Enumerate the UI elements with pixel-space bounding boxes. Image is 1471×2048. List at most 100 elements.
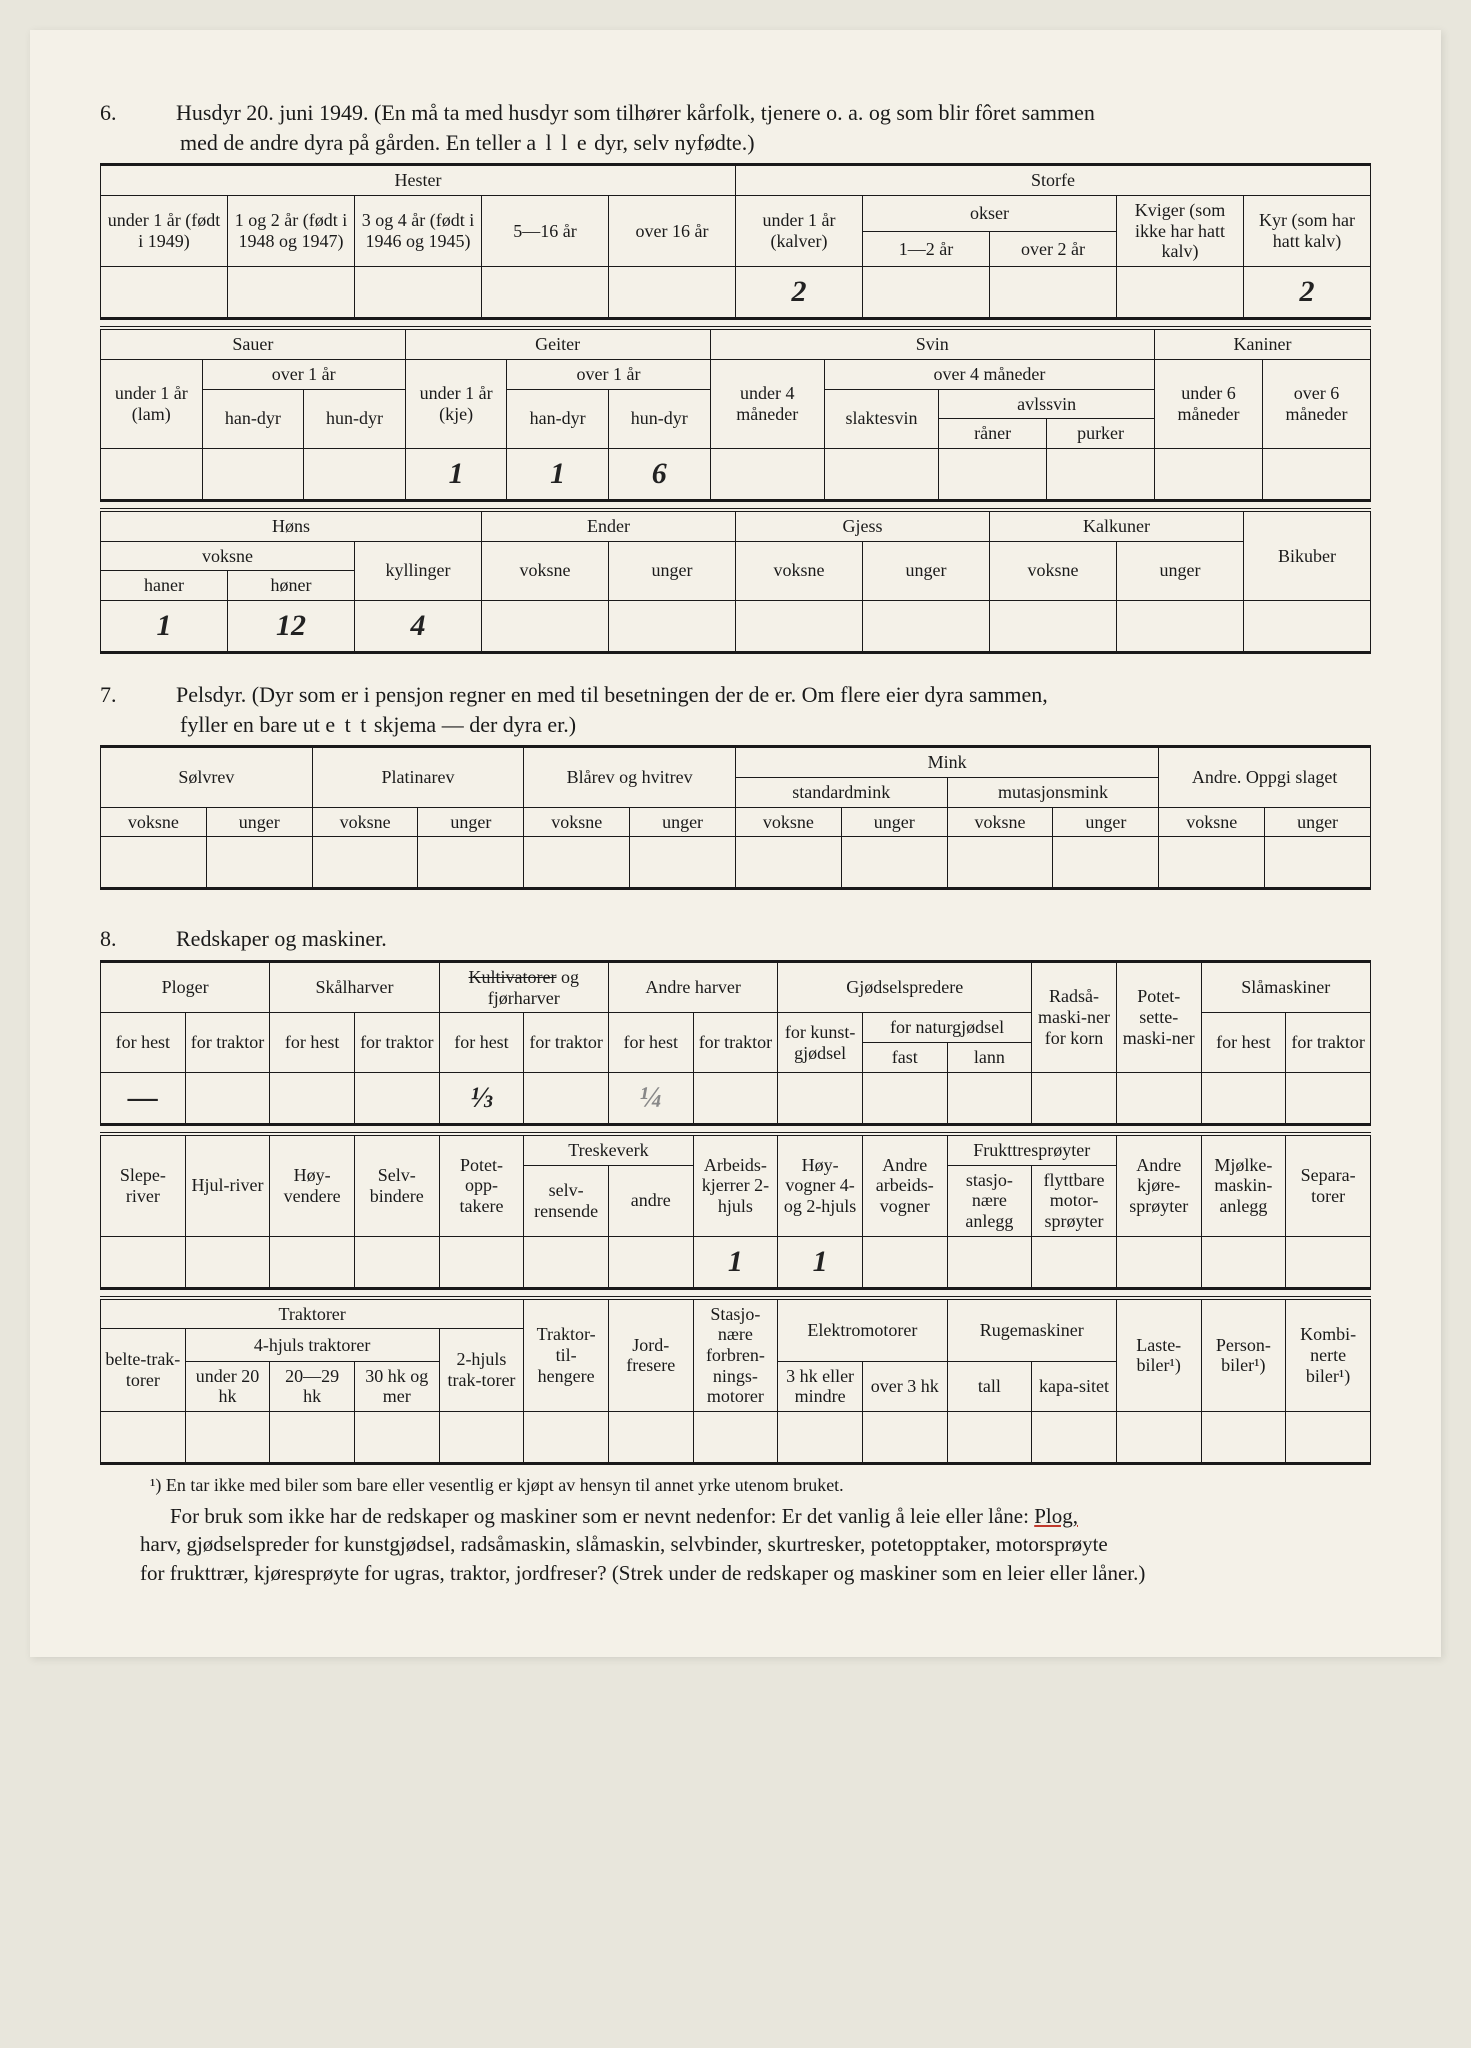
cell[interactable] — [947, 837, 1053, 889]
cell[interactable] — [101, 1236, 186, 1288]
cell[interactable] — [524, 837, 630, 889]
cell[interactable] — [101, 1412, 186, 1464]
cell-harv[interactable]: ¼ — [608, 1072, 693, 1124]
cell[interactable] — [608, 1236, 693, 1288]
cell-honer[interactable]: 12 — [228, 600, 355, 652]
cell[interactable] — [1201, 1072, 1286, 1124]
cell-kyr[interactable]: 2 — [1244, 267, 1371, 319]
cell[interactable] — [778, 1412, 863, 1464]
cell[interactable] — [185, 1072, 270, 1124]
cell[interactable] — [1286, 1072, 1371, 1124]
cell[interactable] — [630, 837, 736, 889]
cell[interactable] — [270, 1236, 355, 1288]
cell[interactable] — [608, 1412, 693, 1464]
cell[interactable] — [863, 600, 990, 652]
cell[interactable] — [990, 600, 1117, 652]
cell[interactable] — [1286, 1412, 1371, 1464]
col-fortraktor: for traktor — [185, 1013, 270, 1072]
cell[interactable] — [202, 448, 304, 500]
col-kalk-voksne: voksne — [990, 541, 1117, 600]
storfe-header: Storfe — [736, 165, 1371, 196]
cell[interactable] — [524, 1412, 609, 1464]
cell[interactable] — [735, 837, 841, 889]
cell[interactable] — [947, 1412, 1032, 1464]
cell-kyllinger[interactable]: 4 — [355, 600, 482, 652]
cell[interactable] — [355, 267, 482, 319]
cell[interactable] — [841, 837, 947, 889]
col-fortraktor: for traktor — [1286, 1013, 1371, 1072]
cell[interactable] — [439, 1236, 524, 1288]
cell[interactable] — [947, 1236, 1032, 1288]
cell[interactable] — [439, 1412, 524, 1464]
cell[interactable] — [185, 1236, 270, 1288]
cell[interactable] — [862, 1072, 947, 1124]
cell[interactable] — [1244, 600, 1371, 652]
cell[interactable] — [101, 837, 207, 889]
cell[interactable] — [228, 267, 355, 319]
cell[interactable] — [939, 448, 1047, 500]
cell[interactable] — [990, 267, 1117, 319]
cell-hoyvogn[interactable]: 1 — [778, 1236, 863, 1288]
cell[interactable] — [101, 448, 203, 500]
cell-calves[interactable]: 2 — [736, 267, 863, 319]
cell[interactable] — [312, 837, 418, 889]
cell-geit-hun[interactable]: 6 — [608, 448, 710, 500]
cell[interactable] — [1155, 448, 1263, 500]
cell[interactable] — [1201, 1412, 1286, 1464]
cell-geit-han[interactable]: 1 — [507, 448, 609, 500]
cell-kje[interactable]: 1 — [405, 448, 507, 500]
cell[interactable] — [1116, 1236, 1201, 1288]
cell-arbeids[interactable]: 1 — [693, 1236, 778, 1288]
cell[interactable] — [354, 1072, 439, 1124]
cell[interactable] — [524, 1072, 609, 1124]
cell[interactable] — [354, 1412, 439, 1464]
cell[interactable] — [1116, 1072, 1201, 1124]
cell-haner[interactable]: 1 — [101, 600, 228, 652]
table-redskaper-a: Ploger Skålharver Kultivatorer og fjørha… — [100, 960, 1371, 1126]
cell[interactable] — [1286, 1236, 1371, 1288]
cell[interactable] — [1032, 1072, 1117, 1124]
cell[interactable] — [482, 600, 609, 652]
cell[interactable] — [1262, 448, 1370, 500]
cell[interactable] — [1032, 1236, 1117, 1288]
cell[interactable] — [1117, 267, 1244, 319]
cell[interactable] — [1265, 837, 1371, 889]
cell[interactable] — [778, 1072, 863, 1124]
cell[interactable] — [862, 1412, 947, 1464]
cell[interactable] — [270, 1412, 355, 1464]
hester-header: Hester — [101, 165, 736, 196]
cell[interactable] — [862, 1236, 947, 1288]
cell[interactable] — [524, 1236, 609, 1288]
skalharver-header: Skålharver — [270, 962, 439, 1013]
cell[interactable] — [418, 837, 524, 889]
cell[interactable] — [863, 267, 990, 319]
cell[interactable] — [1116, 1412, 1201, 1464]
cell[interactable] — [693, 1072, 778, 1124]
cell[interactable] — [185, 1412, 270, 1464]
cell[interactable] — [304, 448, 406, 500]
cell[interactable] — [947, 1072, 1032, 1124]
cell-plog[interactable]: — — [101, 1072, 186, 1124]
cell[interactable] — [206, 837, 312, 889]
cell[interactable] — [609, 267, 736, 319]
cell[interactable] — [1047, 448, 1155, 500]
col-slaktesvin: slaktesvin — [824, 389, 938, 448]
col-30: 30 hk og mer — [354, 1361, 439, 1411]
cell[interactable] — [736, 600, 863, 652]
cell[interactable] — [354, 1236, 439, 1288]
cell[interactable] — [1117, 600, 1244, 652]
cell-kulti[interactable]: ⅓ — [439, 1072, 524, 1124]
cell[interactable] — [1159, 837, 1265, 889]
blarev-header: Blårev og hvitrev — [524, 747, 736, 807]
kultivatorer-header: Kultivatorer og fjørharver — [439, 962, 608, 1013]
cell[interactable] — [482, 267, 609, 319]
cell[interactable] — [101, 267, 228, 319]
cell[interactable] — [824, 448, 938, 500]
cell[interactable] — [693, 1412, 778, 1464]
cell[interactable] — [1032, 1412, 1117, 1464]
cell[interactable] — [609, 600, 736, 652]
cell[interactable] — [1053, 837, 1159, 889]
cell[interactable] — [1201, 1236, 1286, 1288]
cell[interactable] — [710, 448, 824, 500]
cell[interactable] — [270, 1072, 355, 1124]
